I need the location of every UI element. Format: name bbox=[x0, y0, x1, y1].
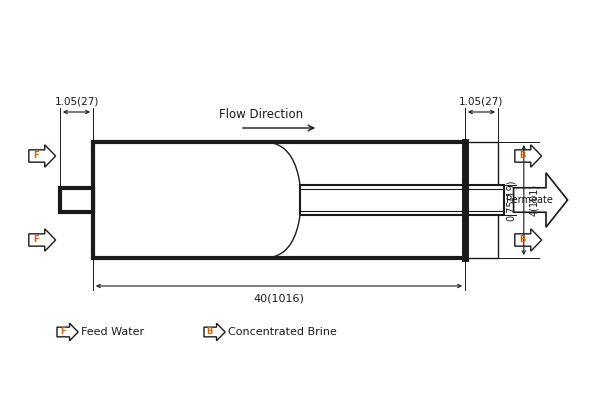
Text: F: F bbox=[33, 152, 39, 160]
Bar bbox=[300, 185, 504, 215]
Bar bbox=[60, 188, 93, 212]
Text: Feed Water: Feed Water bbox=[81, 327, 144, 337]
Text: F: F bbox=[33, 236, 39, 244]
Text: Permeate: Permeate bbox=[506, 195, 553, 205]
Text: 40(1016): 40(1016) bbox=[254, 293, 304, 303]
Text: Flow Direction: Flow Direction bbox=[219, 108, 303, 121]
Text: 1.05(27): 1.05(27) bbox=[460, 96, 503, 106]
Text: 1.05(27): 1.05(27) bbox=[55, 96, 98, 106]
Text: B: B bbox=[519, 236, 525, 244]
Text: B: B bbox=[519, 152, 525, 160]
Text: 0.75(19): 0.75(19) bbox=[506, 179, 516, 221]
Text: Concentrated Brine: Concentrated Brine bbox=[228, 327, 337, 337]
Bar bbox=[465, 142, 498, 258]
Text: B: B bbox=[206, 328, 213, 336]
Text: 4(101): 4(101) bbox=[529, 184, 539, 216]
Text: F: F bbox=[60, 328, 65, 336]
Bar bbox=[93, 142, 465, 258]
